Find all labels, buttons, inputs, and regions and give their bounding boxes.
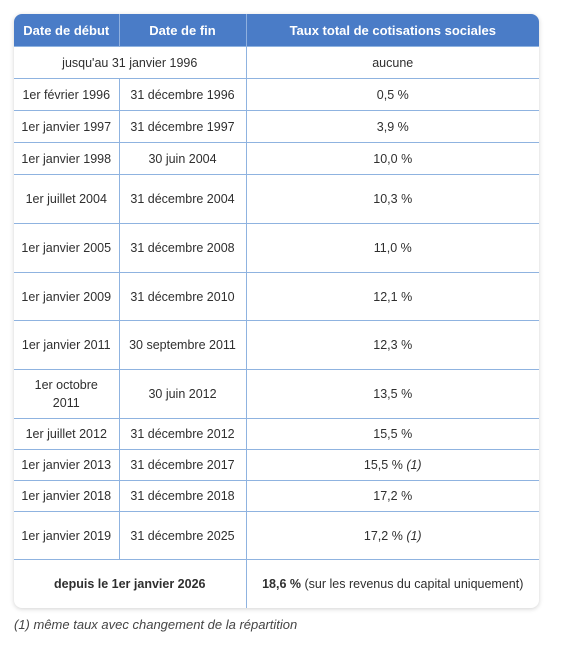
- rate-cell: 10,3 %: [245, 174, 539, 224]
- table-body: jusqu'au 31 janvier 1996 aucune 1er févr…: [14, 46, 539, 608]
- rate-cell: 12,1 %: [245, 272, 539, 321]
- rate-cell: 15,5 % (1): [245, 449, 539, 481]
- header-row: Date de début Date de fin Taux total de …: [14, 14, 539, 47]
- period-cell: depuis le 1er janvier 2026: [14, 559, 247, 608]
- table-row: 1er octobre 2011 30 juin 2012 13,5 %: [14, 369, 539, 419]
- start-date-cell: 1er janvier 1998: [14, 142, 120, 175]
- table-row: 1er janvier 2019 31 décembre 2025 17,2 %…: [14, 511, 539, 560]
- table-row: jusqu'au 31 janvier 1996 aucune: [14, 46, 539, 79]
- rate-cell: 17,2 % (1): [245, 511, 539, 560]
- table-row: 1er juillet 2012 31 décembre 2012 15,5 %: [14, 418, 539, 450]
- rate-value: 15,5 %: [363, 458, 403, 472]
- rate-value: 17,2 %: [363, 528, 403, 543]
- header-start-date: Date de début: [14, 14, 120, 47]
- table-row: 1er février 1996 31 décembre 1996 0,5 %: [14, 78, 539, 111]
- header-end-date: Date de fin: [119, 14, 247, 47]
- end-date-cell: 31 décembre 2017: [118, 449, 247, 481]
- rate-cell: 0,5 %: [245, 78, 539, 111]
- start-date-cell: 1er janvier 2018: [14, 480, 120, 512]
- start-date-cell: 1er janvier 2005: [14, 223, 120, 273]
- table-row: 1er janvier 2013 31 décembre 2017 15,5 %…: [14, 449, 539, 481]
- table-row: 1er janvier 2009 31 décembre 2010 12,1 %: [14, 272, 539, 321]
- rate-cell: 17,2 %: [245, 480, 539, 512]
- rate-detail: (sur les revenus du capital uniquement): [304, 576, 524, 591]
- rate-cell: aucune: [245, 46, 539, 79]
- start-date-cell: 1er janvier 1997: [14, 110, 120, 143]
- rate-cell: 15,5 %: [245, 418, 539, 450]
- start-date-cell: 1er janvier 2019: [14, 511, 120, 560]
- start-date-cell: 1er octobre 2011: [14, 369, 120, 419]
- end-date-cell: 31 décembre 2018: [118, 480, 247, 512]
- start-date-cell: 1er janvier 2013: [14, 449, 120, 481]
- footnote-marker: (1): [406, 458, 422, 472]
- end-date-cell: 31 décembre 2008: [118, 223, 247, 273]
- footnote-marker: (1): [406, 528, 422, 543]
- end-date-cell: 31 décembre 2010: [118, 272, 247, 321]
- start-date-cell: 1er janvier 2011: [14, 320, 120, 370]
- rate-cell: 13,5 %: [245, 369, 539, 419]
- rate-cell: 11,0 %: [245, 223, 539, 273]
- start-date-cell: 1er janvier 2009: [14, 272, 120, 321]
- rate-cell: 3,9 %: [245, 110, 539, 143]
- rate-cell: 10,0 %: [245, 142, 539, 175]
- rate-value: 18,6 %: [262, 576, 302, 591]
- period-cell: jusqu'au 31 janvier 1996: [14, 46, 247, 79]
- start-date-cell: 1er juillet 2012: [14, 418, 120, 450]
- footnote: (1) même taux avec changement de la répa…: [14, 617, 298, 632]
- table-row: 1er janvier 2011 30 septembre 2011 12,3 …: [14, 320, 539, 370]
- table-row: 1er janvier 2005 31 décembre 2008 11,0 %: [14, 223, 539, 273]
- end-date-cell: 31 décembre 2012: [118, 418, 247, 450]
- end-date-cell: 31 décembre 2004: [118, 174, 247, 224]
- table-row: 1er juillet 2004 31 décembre 2004 10,3 %: [14, 174, 539, 224]
- end-date-cell: 30 septembre 2011: [118, 320, 247, 370]
- header-total-rate: Taux total de cotisations sociales: [246, 14, 539, 47]
- table-header: Date de début Date de fin Taux total de …: [14, 14, 539, 47]
- end-date-cell: 31 décembre 1997: [118, 110, 247, 143]
- end-date-cell: 31 décembre 1996: [118, 78, 247, 111]
- social-contributions-table: Date de début Date de fin Taux total de …: [14, 14, 539, 608]
- end-date-cell: 30 juin 2012: [118, 369, 247, 419]
- table-row: 1er janvier 1998 30 juin 2004 10,0 %: [14, 142, 539, 175]
- start-date-cell: 1er juillet 2004: [14, 174, 120, 224]
- rate-cell: 12,3 %: [245, 320, 539, 370]
- contributions-table-card: Date de début Date de fin Taux total de …: [14, 14, 539, 608]
- table-row: 1er janvier 2018 31 décembre 2018 17,2 %: [14, 480, 539, 512]
- table-row: depuis le 1er janvier 2026 18,6 % (sur l…: [14, 559, 539, 608]
- end-date-cell: 30 juin 2004: [118, 142, 247, 175]
- start-date-cell: 1er février 1996: [14, 78, 120, 111]
- table-row: 1er janvier 1997 31 décembre 1997 3,9 %: [14, 110, 539, 143]
- end-date-cell: 31 décembre 2025: [118, 511, 247, 560]
- rate-cell: 18,6 % (sur les revenus du capital uniqu…: [245, 559, 539, 608]
